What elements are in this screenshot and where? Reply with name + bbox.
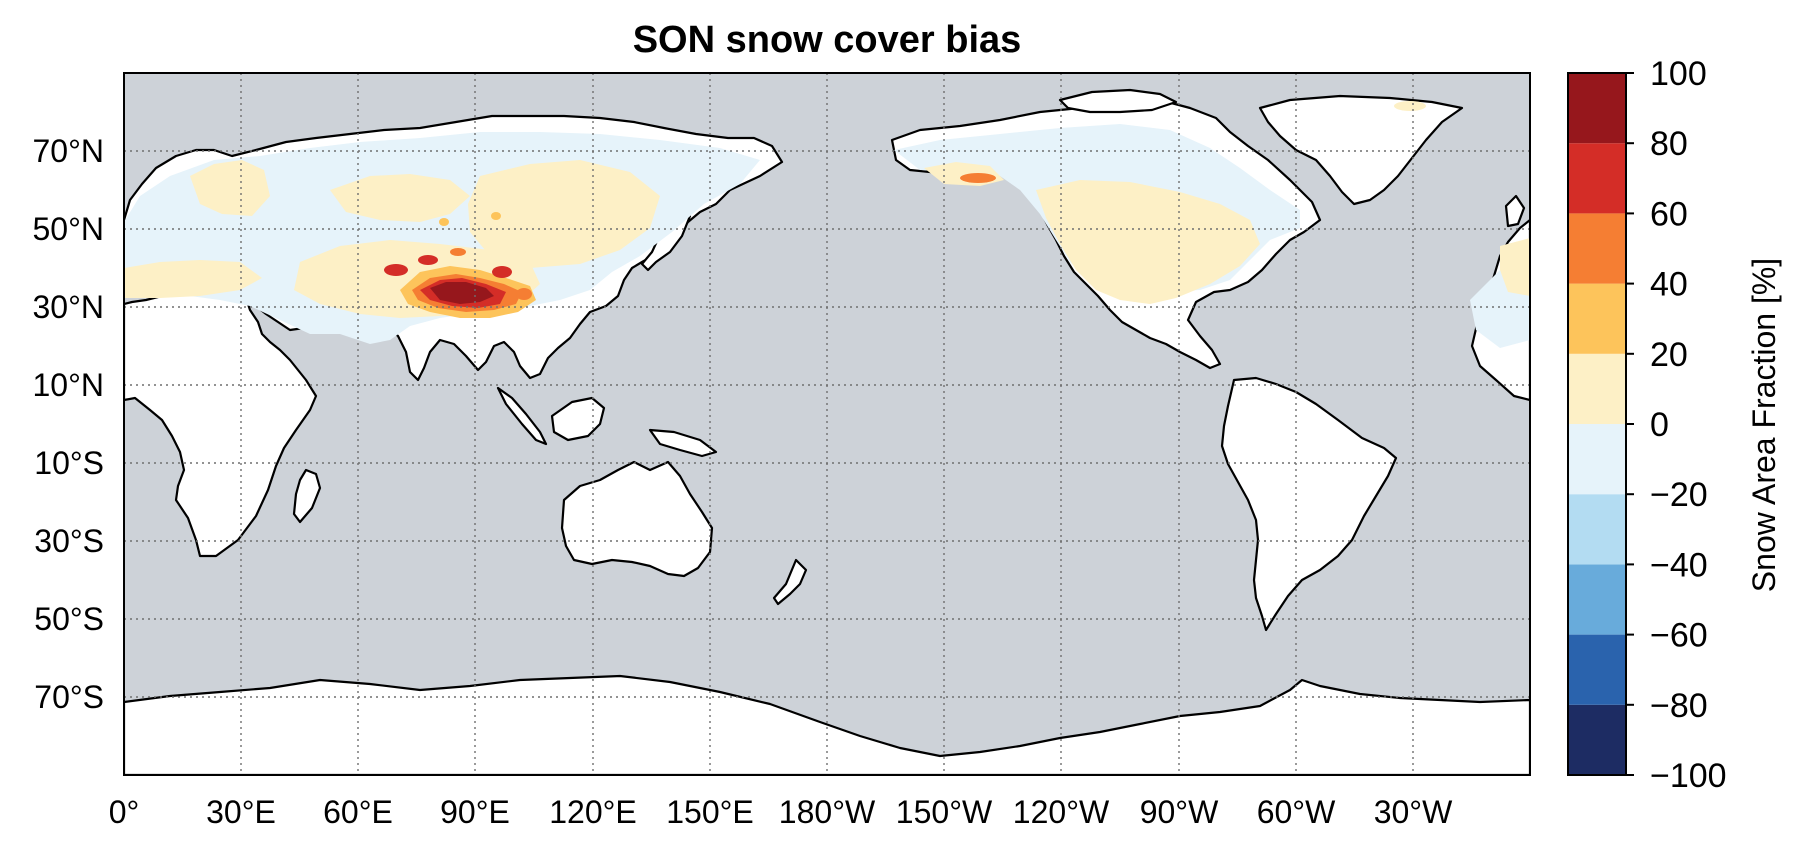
longitude-tick-labels: 0° 30°E 60°E 90°E 120°E 150°E 180°W 150°… — [109, 794, 1453, 830]
bias-hotspot-6 — [491, 212, 501, 220]
colorbar-segment — [1568, 704, 1626, 775]
colorbar-tick-label: 100 — [1650, 55, 1707, 93]
colorbar-tick-label: −60 — [1650, 617, 1708, 655]
south-america-landmass — [1220, 376, 1398, 632]
lon-tick-label: 120°W — [1013, 794, 1110, 830]
bias-greenland-pos — [1394, 101, 1426, 111]
australia-landmass — [560, 460, 714, 578]
colorbar-tick-label: −40 — [1650, 546, 1708, 584]
lat-tick-label: 10°N — [33, 367, 105, 403]
lat-tick-label: 10°S — [34, 445, 104, 481]
snow-bias-field — [124, 101, 1530, 348]
colorbar-segment — [1568, 213, 1626, 284]
colorbar-segment — [1568, 424, 1626, 495]
colorbar-segment — [1568, 143, 1626, 214]
colorbar-segment — [1568, 634, 1626, 705]
lat-tick-label: 50°S — [34, 601, 104, 637]
colorbar-segment — [1568, 564, 1626, 635]
bias-scandinavia-pos-0-20 — [190, 160, 270, 216]
bias-hotspot-1 — [384, 264, 408, 276]
colorbar-tick-label: −100 — [1650, 757, 1727, 795]
madagascar-landmass — [292, 468, 322, 524]
bias-europe-right-pos — [1500, 238, 1530, 296]
colorbar-tick-label: 60 — [1650, 195, 1688, 233]
bias-mideast-pos-0-20 — [124, 260, 262, 298]
bias-hotspot-2 — [418, 255, 438, 265]
colorbar: 100 80 60 40 20 0 −20 −40 −60 −80 −100 — [1567, 55, 1727, 795]
lon-tick-label: 60°E — [323, 794, 393, 830]
colorbar-tick-label: 0 — [1650, 406, 1669, 444]
colorbar-segment — [1568, 353, 1626, 424]
lon-tick-label: 30°W — [1374, 794, 1453, 830]
lon-tick-label: 150°E — [666, 794, 754, 830]
colorbar-label: Snow Area Fraction [%] — [1746, 258, 1782, 592]
bias-siberia-pos-0-20 — [468, 160, 660, 268]
lat-tick-label: 50°N — [33, 211, 105, 247]
lon-tick-label: 60°W — [1257, 794, 1336, 830]
lat-tick-label: 30°N — [33, 289, 105, 325]
sumatra-landmass — [496, 386, 548, 446]
lat-tick-label: 70°S — [34, 679, 104, 715]
colorbar-tick-label: 80 — [1650, 125, 1688, 163]
lat-tick-label: 70°N — [33, 133, 105, 169]
bias-hotspot-4 — [516, 288, 532, 300]
lon-tick-label: 0° — [109, 794, 140, 830]
colorbar-tick-label: −20 — [1650, 476, 1708, 514]
lon-tick-label: 90°W — [1140, 794, 1219, 830]
latitude-tick-labels: 70°N 50°N 30°N 10°N 10°S 30°S 50°S 70°S — [33, 133, 105, 715]
bias-tibet-pos-80-100 — [430, 282, 494, 304]
bias-central-asia-pos-0-20 — [330, 174, 470, 222]
new-guinea-landmass — [648, 428, 718, 458]
map-frame — [123, 72, 1531, 776]
bias-hotspot-7 — [439, 218, 449, 226]
bias-hotspot-3 — [492, 266, 512, 278]
british-isles-landmass — [1504, 194, 1526, 228]
lon-tick-label: 150°W — [896, 794, 993, 830]
colorbar-tick-label: 20 — [1650, 336, 1688, 374]
lon-tick-label: 30°E — [206, 794, 276, 830]
antarctica-landmass — [124, 674, 1530, 775]
bias-hotspot-5 — [450, 248, 466, 256]
lon-tick-label: 120°E — [549, 794, 637, 830]
colorbar-segment — [1568, 73, 1626, 144]
colorbar-segment — [1568, 283, 1626, 354]
lon-tick-label: 180°W — [779, 794, 876, 830]
bias-north-america-pos-0-20 — [1036, 180, 1260, 304]
colorbar-tick-label: 40 — [1650, 266, 1688, 304]
greenland-landmass — [1258, 94, 1464, 206]
bias-alaska-hotspot — [960, 173, 996, 183]
borneo-landmass — [550, 396, 606, 442]
chart-title: SON snow cover bias — [633, 19, 1022, 61]
arctic-islands-landmass — [1058, 88, 1178, 114]
map-panel — [124, 73, 1530, 775]
colorbar-segment — [1568, 494, 1626, 565]
new-zealand-landmass — [772, 558, 808, 606]
graticule-lines — [124, 73, 1530, 775]
lon-tick-label: 90°E — [440, 794, 510, 830]
colorbar-tick-label: −80 — [1650, 687, 1708, 725]
lat-tick-label: 30°S — [34, 523, 104, 559]
